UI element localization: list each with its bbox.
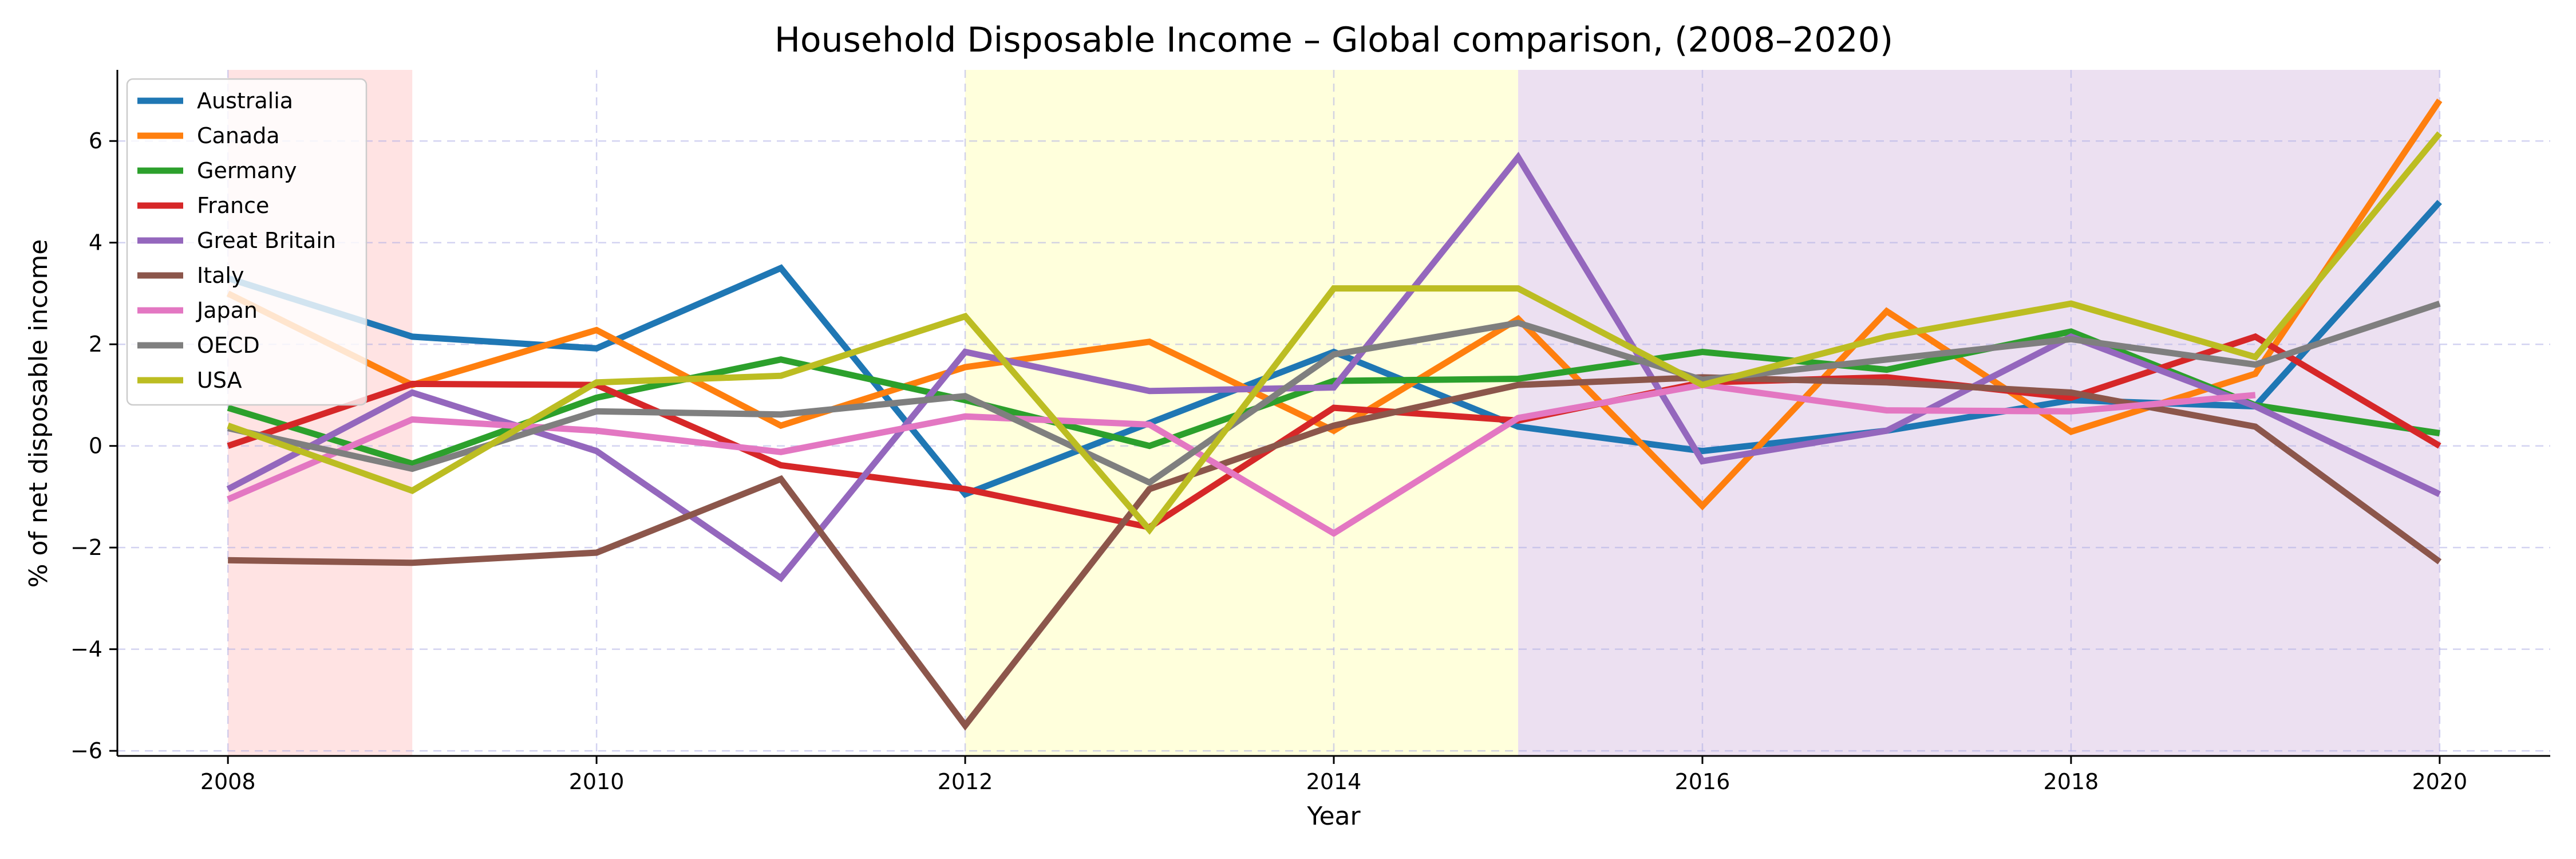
grid <box>117 70 2550 756</box>
x-tick-label: 2012 <box>938 769 993 794</box>
series-line-germany <box>227 328 2440 467</box>
y-tick-label: −4 <box>70 637 102 662</box>
legend-label-france: France <box>197 193 269 218</box>
legend-label-australia: Australia <box>197 88 293 113</box>
legend: Australia Canada Germany France Great Britai… <box>126 78 368 406</box>
x-tick-label: 2020 <box>2412 769 2467 794</box>
legend-box <box>126 78 368 406</box>
x-ticks: 2008 2010 2012 2014 2016 2018 2020 <box>200 756 2467 794</box>
y-tick-label: 4 <box>89 230 102 255</box>
legend-label-great-britain: Great Britain <box>197 228 336 253</box>
y-axis-label: % of net disposable income <box>24 239 53 588</box>
x-tick-label: 2008 <box>200 769 256 794</box>
y-tick-label: 6 <box>89 128 102 153</box>
x-tick-label: 2018 <box>2044 769 2099 794</box>
series-lines <box>226 98 2443 731</box>
x-axis-label: Year <box>1306 802 1361 831</box>
series-line-usa <box>227 131 2443 535</box>
legend-label-italy: Italy <box>197 263 244 288</box>
legend-label-germany: Germany <box>197 158 297 183</box>
legend-label-canada: Canada <box>197 123 280 148</box>
x-tick-label: 2010 <box>569 769 625 794</box>
chart-title: Household Disposable Income – Global com… <box>775 20 1893 60</box>
legend-label-oecd: OECD <box>197 333 260 358</box>
y-tick-label: 2 <box>89 332 102 357</box>
y-tick-label: −6 <box>70 738 102 763</box>
y-tick-label: 0 <box>89 434 102 459</box>
series-line-canada <box>226 98 2443 511</box>
series-line-japan <box>227 381 2256 537</box>
series-line-oecd <box>227 300 2441 486</box>
x-tick-label: 2014 <box>1306 769 1362 794</box>
y-ticks: −6 −4 −2 0 2 4 6 <box>70 128 117 763</box>
legend-label-japan: Japan <box>196 298 258 323</box>
legend-label-usa: USA <box>197 368 242 393</box>
series-line-italy <box>228 374 2442 731</box>
x-tick-label: 2016 <box>1675 769 1730 794</box>
y-tick-label: −2 <box>70 535 102 560</box>
